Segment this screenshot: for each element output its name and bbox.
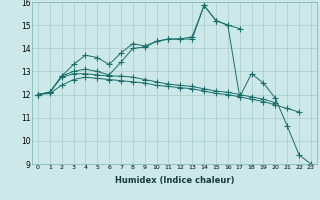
X-axis label: Humidex (Indice chaleur): Humidex (Indice chaleur) (115, 176, 234, 185)
